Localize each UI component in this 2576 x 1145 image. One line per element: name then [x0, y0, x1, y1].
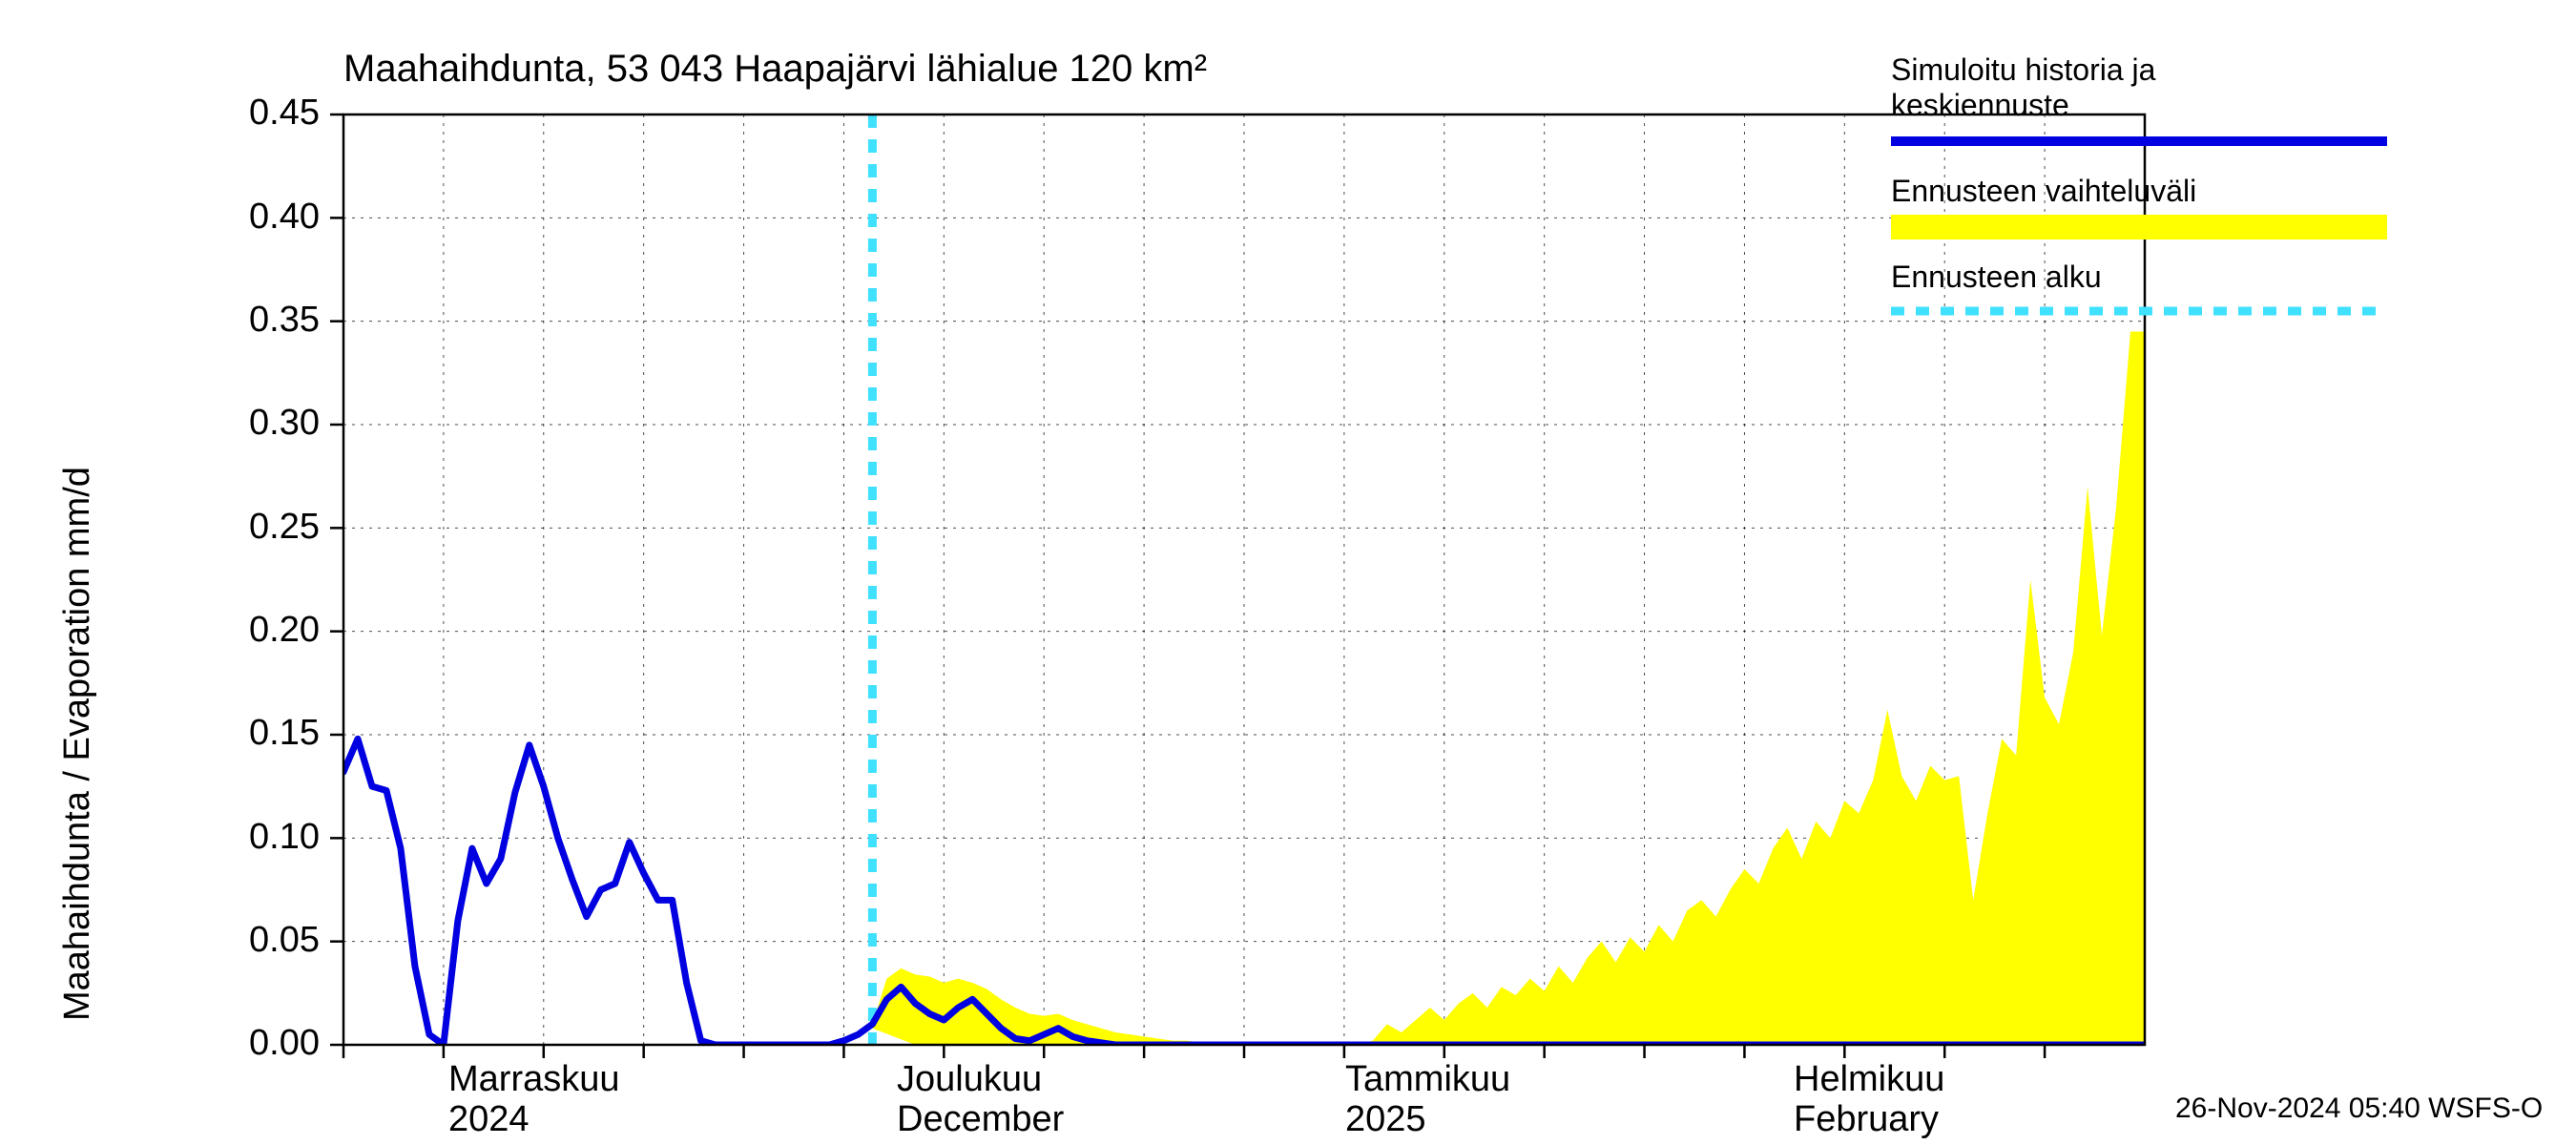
legend-label-0-line1: keskiennuste: [1891, 88, 2387, 123]
xlabel-feb-top: Helmikuu: [1794, 1059, 1944, 1100]
xlabel-nov-bot: 2024: [448, 1099, 530, 1140]
legend-label-1: Ennusteen vaihteluväli: [1891, 174, 2387, 209]
legend-label-0-line0: Simuloitu historia ja: [1891, 52, 2387, 88]
chart-container: Maahaihdunta, 53 043 Haapajärvi lähialue…: [0, 0, 2576, 1145]
legend-label-2: Ennusteen alku: [1891, 260, 2387, 295]
xlabel-nov-top: Marraskuu: [448, 1059, 620, 1100]
xlabel-jan-top: Tammikuu: [1345, 1059, 1510, 1100]
xlabel-dec-top: Joulukuu: [897, 1059, 1042, 1100]
xlabel-jan-bot: 2025: [1345, 1099, 1426, 1140]
xlabel-dec-bot: December: [897, 1099, 1064, 1140]
plot-svg: [0, 0, 2576, 1145]
footer-timestamp: 26-Nov-2024 05:40 WSFS-O: [2175, 1093, 2543, 1125]
xlabel-feb-bot: February: [1794, 1099, 1939, 1140]
